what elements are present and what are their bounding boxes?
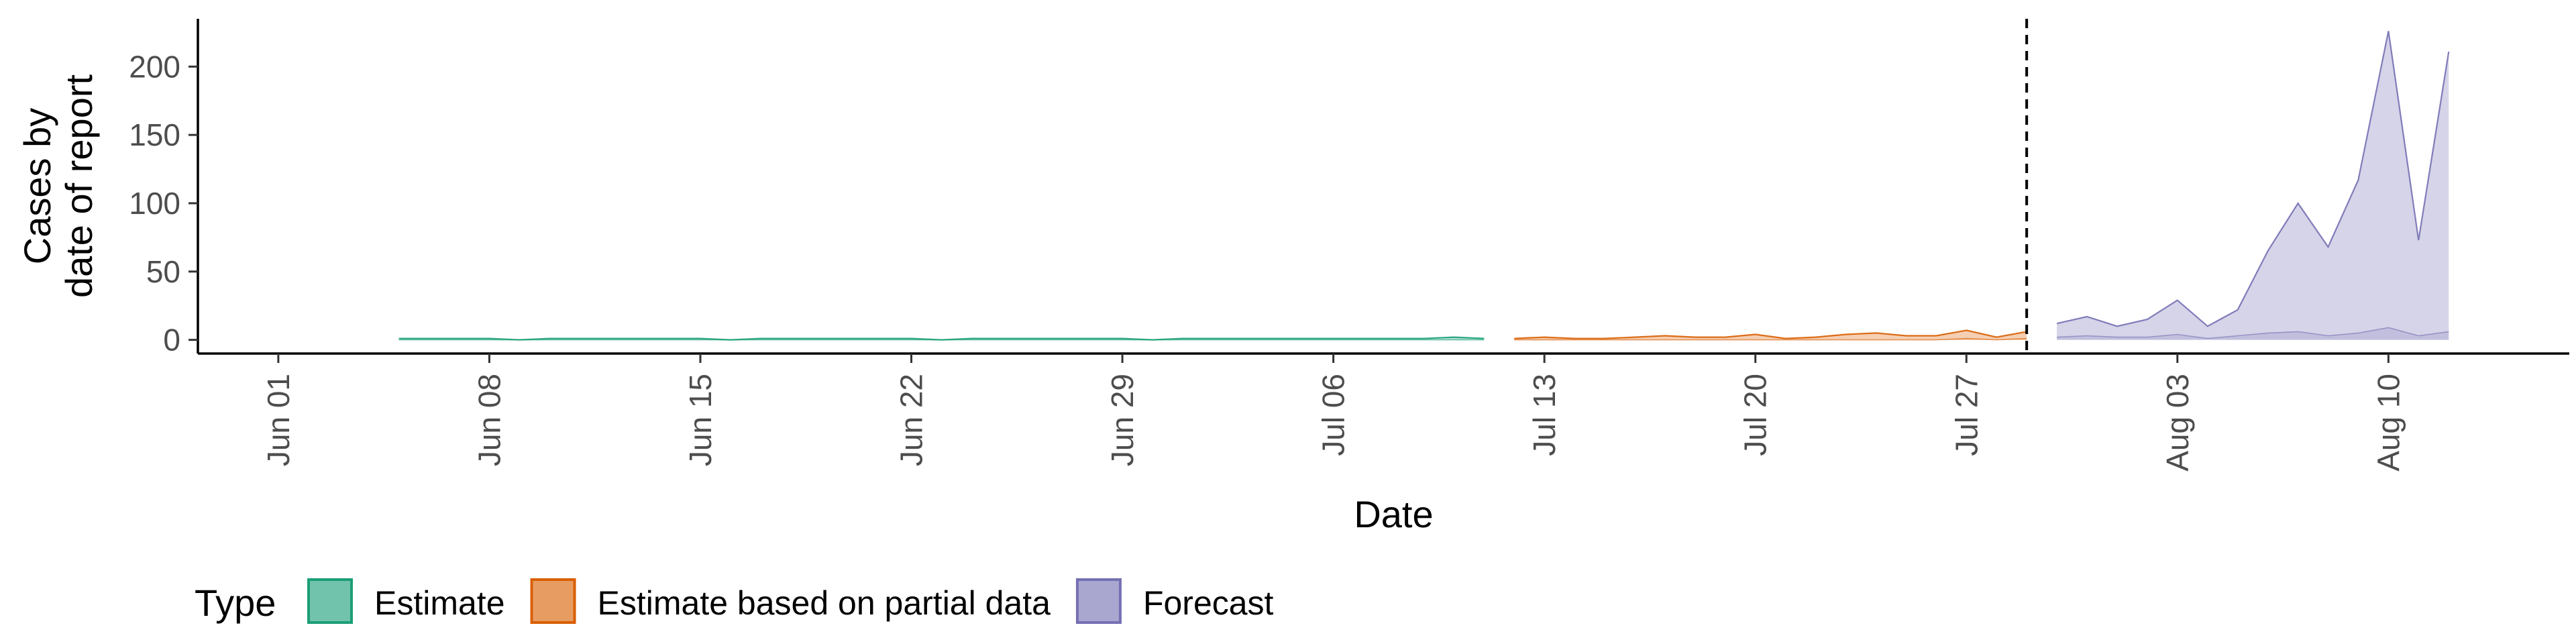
lower-line-forecast bbox=[2057, 327, 2449, 339]
y-tick-label-150: 150 bbox=[129, 117, 180, 152]
x-tick-label-2020-06-15: Jun 15 bbox=[683, 374, 718, 466]
upper-line-estimate-based-on-partial-data bbox=[1514, 329, 2027, 339]
legend-swatch-forecast bbox=[1075, 578, 1122, 624]
x-tick-label-2020-07-13: Jul 13 bbox=[1527, 374, 1562, 456]
y-axis-title: Cases bydate of report bbox=[16, 74, 100, 299]
legend-label-estimate: Estimate bbox=[374, 584, 505, 622]
legend-label-forecast: Forecast bbox=[1143, 584, 1274, 622]
y-tick-label-0: 0 bbox=[163, 323, 180, 358]
y-axis-title-line-0: Cases by bbox=[16, 108, 58, 264]
inner-band-estimate-based-on-partial-data bbox=[1514, 338, 2027, 340]
band-forecast bbox=[2057, 31, 2449, 339]
x-tick-label-2020-06-01: Jun 01 bbox=[261, 374, 296, 466]
y-tick-label-200: 200 bbox=[129, 49, 180, 84]
legend-swatch-estimate bbox=[307, 578, 353, 624]
labels-layer: 0 50 100 150 200 Jun 01 Jun 08 Jun 15 Jun 22 Jun … bbox=[16, 49, 2406, 535]
lower-line-estimate-based-on-partial-data bbox=[1514, 337, 2027, 341]
legend-swatch-estimate-based-on-partial-data bbox=[530, 578, 576, 624]
legend: Type Estimate Estimate based on partial da… bbox=[195, 578, 1274, 624]
x-tick-label-2020-07-06: Jul 06 bbox=[1316, 374, 1351, 456]
x-tick-label-2020-06-22: Jun 22 bbox=[894, 374, 929, 466]
x-tick-label-2020-06-08: Jun 08 bbox=[472, 374, 506, 466]
legend-title: Type bbox=[195, 582, 276, 624]
axes-layer bbox=[189, 19, 2569, 363]
x-tick-label-2020-06-29: Jun 29 bbox=[1105, 374, 1140, 466]
x-tick-label-2020-07-20: Jul 20 bbox=[1738, 374, 1773, 456]
y-axis-title-line-1: date of report bbox=[58, 74, 100, 299]
x-tick-label-2020-07-27: Jul 27 bbox=[1949, 374, 1984, 456]
x-tick-label-2020-08-03: Aug 03 bbox=[2160, 374, 2195, 472]
legend-label-estimate-based-on-partial-data: Estimate based on partial data bbox=[598, 584, 1051, 622]
series-layer bbox=[398, 31, 2450, 341]
inner-band-forecast bbox=[2057, 327, 2449, 340]
y-tick-label-100: 100 bbox=[129, 186, 180, 221]
upper-line-forecast bbox=[2056, 31, 2450, 327]
y-tick-label-50: 50 bbox=[146, 254, 180, 289]
x-axis-title: Date bbox=[1354, 493, 1433, 535]
x-tick-label-2020-08-10: Aug 10 bbox=[2371, 374, 2406, 472]
